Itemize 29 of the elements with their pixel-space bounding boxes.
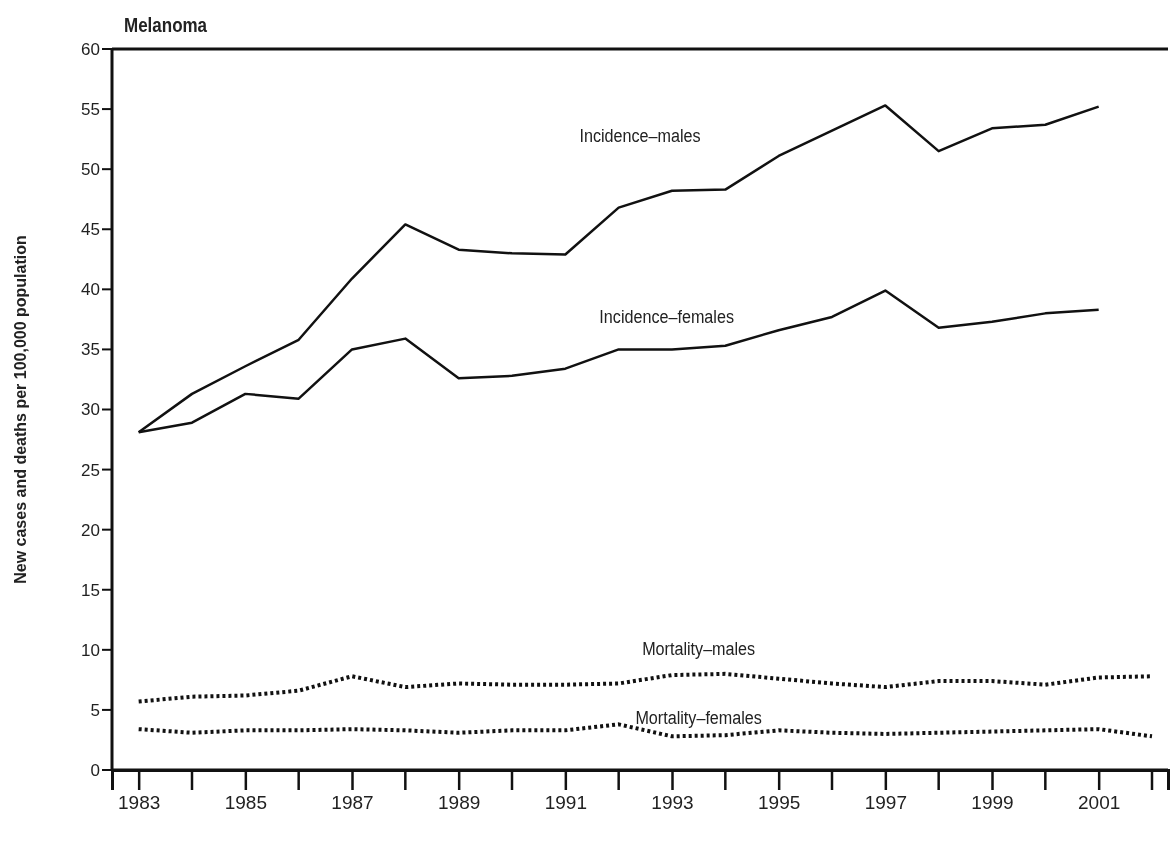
y-tick-label: 5 — [90, 700, 100, 720]
y-tick-label: 45 — [81, 220, 100, 240]
series-label: Mortality–females — [635, 707, 763, 729]
x-tick-label: 1985 — [224, 792, 267, 814]
x-tick-label: 2001 — [1078, 792, 1121, 814]
x-tick-label: 1999 — [971, 792, 1014, 814]
y-tick-label: 30 — [81, 400, 100, 420]
chart-title: Melanoma — [124, 13, 208, 37]
x-tick-label: 1993 — [651, 792, 694, 814]
text: Incidence–males — [579, 124, 701, 146]
y-tick-label: 50 — [81, 160, 100, 180]
x-tick-label: 1989 — [438, 792, 481, 814]
x-tick-label: 1995 — [758, 792, 801, 814]
series-label: Mortality–males — [642, 637, 756, 660]
x-tick-label: 1987 — [331, 792, 374, 814]
y-tick-label: 40 — [81, 280, 100, 300]
y-tick-label: 20 — [81, 520, 100, 540]
y-tick-label: 10 — [81, 640, 100, 660]
series-label: Incidence–females — [599, 306, 735, 328]
x-tick-label: 1983 — [118, 792, 161, 814]
y-tick-label: 60 — [81, 39, 100, 59]
y-tick-label: 35 — [81, 340, 100, 360]
y-axis-title: New cases and deaths per 100,000 population — [12, 235, 29, 584]
y-tick-label: 15 — [81, 580, 100, 600]
y-tick-label: 25 — [81, 460, 100, 480]
x-tick-label: 1991 — [544, 792, 587, 814]
y-tick-label: 55 — [81, 100, 100, 120]
y-tick-label: 0 — [90, 760, 100, 780]
x-tick-label: 1997 — [864, 792, 907, 814]
